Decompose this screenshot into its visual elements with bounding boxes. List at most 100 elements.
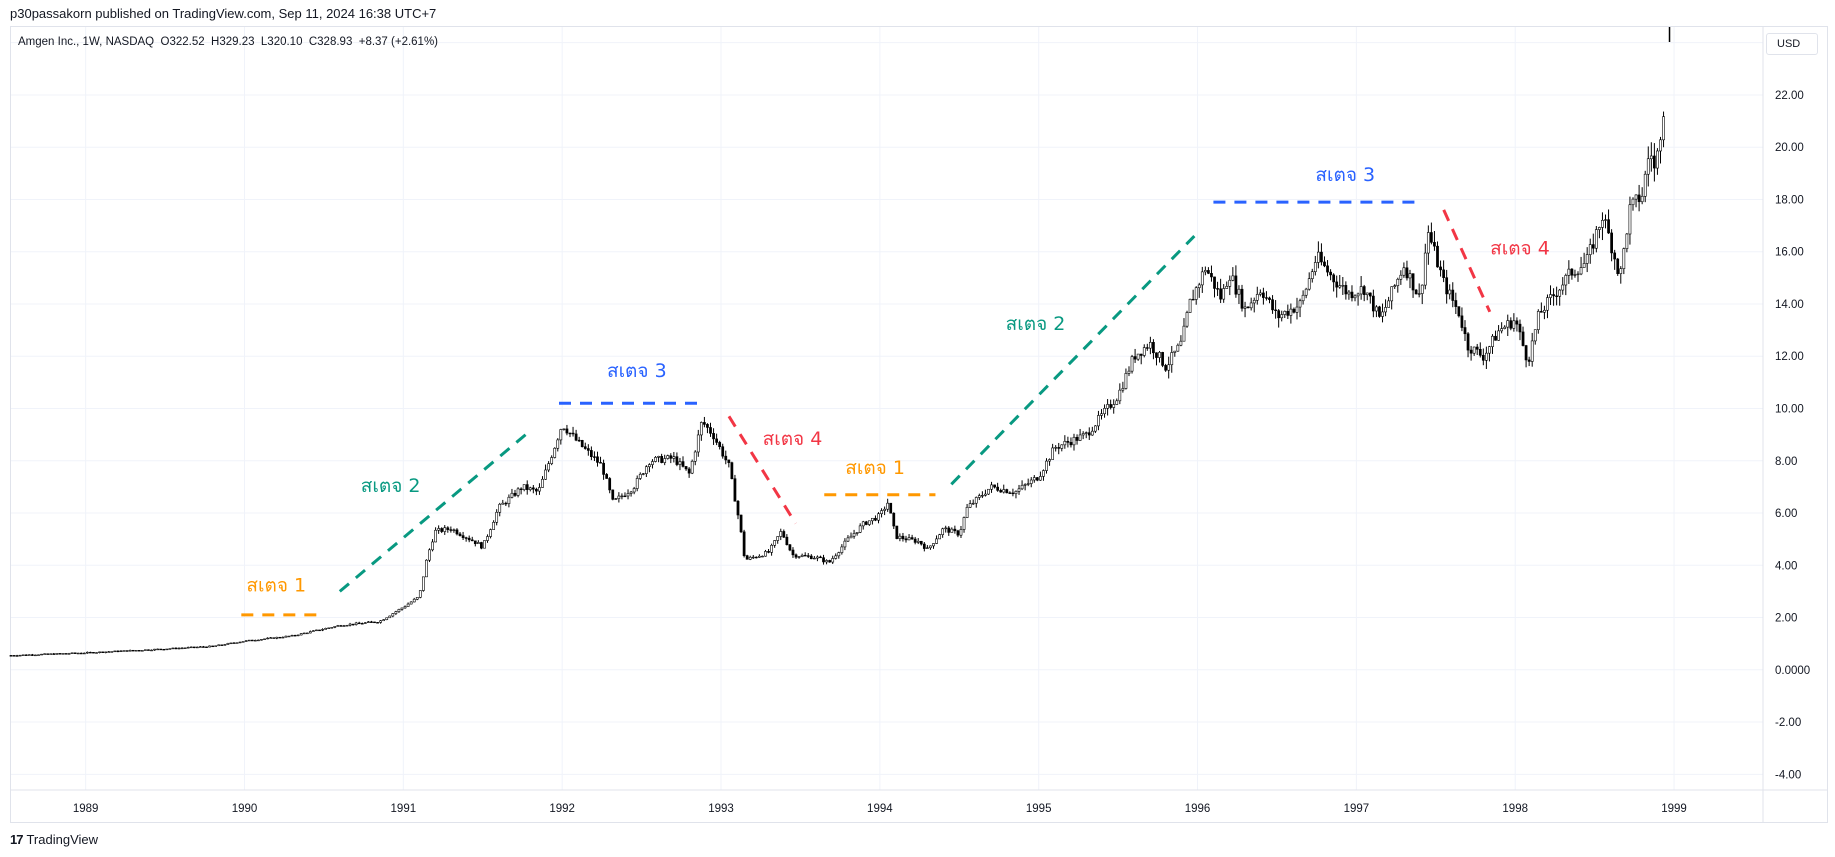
candle-body bbox=[675, 456, 679, 465]
candle-body bbox=[208, 645, 211, 648]
tradingview-footer[interactable]: 17 TradingView bbox=[10, 832, 98, 847]
candle-body bbox=[764, 551, 767, 557]
candle-body bbox=[1323, 261, 1326, 267]
candle-body bbox=[363, 622, 367, 624]
candle-body bbox=[1042, 470, 1045, 477]
candle-body bbox=[199, 646, 202, 648]
candle-body bbox=[1133, 356, 1137, 360]
candle-body bbox=[1045, 460, 1048, 471]
candle-body bbox=[828, 560, 832, 563]
candle-body bbox=[748, 556, 752, 560]
candle-body bbox=[812, 557, 816, 560]
candle-body bbox=[241, 641, 245, 643]
candle-body bbox=[1625, 233, 1629, 249]
candle-body bbox=[987, 488, 990, 495]
candle-body bbox=[1020, 484, 1024, 490]
candle-body bbox=[1552, 294, 1555, 297]
candle-body bbox=[703, 422, 706, 425]
y-tick-label: -4.00 bbox=[1775, 769, 1801, 781]
x-tick-label: 1999 bbox=[1661, 803, 1687, 815]
candle-body bbox=[1158, 352, 1161, 358]
candle-body bbox=[1207, 270, 1210, 274]
candle-body bbox=[257, 639, 260, 642]
candle-body bbox=[984, 493, 987, 496]
candle-body bbox=[867, 520, 871, 525]
candle-body bbox=[690, 460, 694, 474]
candle-body bbox=[971, 502, 975, 505]
candle-body bbox=[504, 502, 508, 505]
candle-body bbox=[195, 646, 199, 649]
x-tick-label: 1989 bbox=[73, 803, 99, 815]
stage-line bbox=[1442, 209, 1492, 313]
candle-body bbox=[412, 598, 416, 603]
candle-body bbox=[1637, 194, 1641, 203]
candle-body bbox=[1060, 444, 1064, 449]
candle-body bbox=[476, 542, 480, 545]
candle-body bbox=[1112, 404, 1116, 408]
candle-body bbox=[1265, 297, 1268, 299]
candle-body bbox=[1026, 483, 1030, 485]
candle-body bbox=[1546, 297, 1549, 311]
candle-body bbox=[849, 535, 853, 539]
candle-body bbox=[956, 530, 960, 536]
candlestick-series bbox=[9, 27, 1671, 657]
candle-body bbox=[568, 432, 572, 435]
candle-body bbox=[528, 487, 532, 490]
candle-body bbox=[324, 628, 327, 630]
candle-body bbox=[275, 636, 279, 639]
candle-body bbox=[1359, 286, 1363, 295]
candle-body bbox=[1213, 276, 1216, 289]
candle-body bbox=[144, 649, 147, 651]
candle-body bbox=[305, 632, 309, 635]
candle-body bbox=[861, 521, 865, 527]
candle-body bbox=[253, 639, 257, 642]
candle-body bbox=[1286, 311, 1290, 316]
candle-body bbox=[770, 544, 773, 553]
candle-body bbox=[593, 456, 596, 458]
candle-body bbox=[1188, 298, 1192, 313]
candle-body bbox=[535, 488, 538, 492]
candle-body bbox=[452, 529, 456, 531]
candle-body bbox=[1237, 288, 1241, 295]
candle-body bbox=[131, 649, 135, 652]
candle-body bbox=[397, 609, 401, 612]
candle-body bbox=[1653, 155, 1656, 169]
candle-body bbox=[400, 607, 404, 610]
candle-body bbox=[834, 555, 838, 559]
candle-body bbox=[1378, 306, 1381, 317]
candle-body bbox=[1607, 219, 1610, 234]
candle-body bbox=[1634, 194, 1638, 200]
candle-body bbox=[929, 545, 932, 549]
candle-body bbox=[1283, 311, 1287, 315]
candle-body bbox=[437, 528, 441, 531]
candle-body bbox=[52, 653, 56, 655]
candle-body bbox=[803, 554, 807, 557]
candle-body bbox=[522, 484, 526, 490]
y-tick-label: 0.0000 bbox=[1775, 665, 1810, 677]
candle-body bbox=[562, 428, 566, 431]
candle-body bbox=[635, 478, 639, 489]
candle-body bbox=[1210, 273, 1213, 278]
candle-body bbox=[1543, 309, 1546, 313]
candle-body bbox=[1271, 299, 1274, 311]
candle-body bbox=[1219, 288, 1222, 300]
candle-body bbox=[1179, 340, 1183, 346]
y-tick-label: 12.00 bbox=[1775, 351, 1804, 363]
stage-annotations: สเตจ 1 สเตจ 2 สเตจ 3 สเตจ 4 สเตจ 1 สเตจ 2 สเตจ… bbox=[241, 164, 1550, 617]
candle-body bbox=[1579, 267, 1583, 275]
candle-body bbox=[1451, 289, 1455, 301]
candle-body bbox=[1390, 286, 1394, 302]
candle-body bbox=[1393, 285, 1397, 287]
candle-body bbox=[1497, 330, 1500, 341]
candle-body bbox=[626, 493, 630, 497]
candle-body bbox=[226, 643, 230, 645]
candle-body bbox=[24, 654, 28, 656]
candle-body bbox=[1130, 356, 1134, 372]
candle-body bbox=[61, 653, 65, 655]
time-axis: 1989 1990 1991 1992 1993 1994 1995 1996 1997 1998… bbox=[73, 803, 1687, 815]
currency-button[interactable]: USD bbox=[1766, 33, 1818, 55]
candle-body bbox=[1182, 325, 1186, 342]
candle-body bbox=[31, 654, 34, 656]
candle-body bbox=[510, 492, 514, 498]
